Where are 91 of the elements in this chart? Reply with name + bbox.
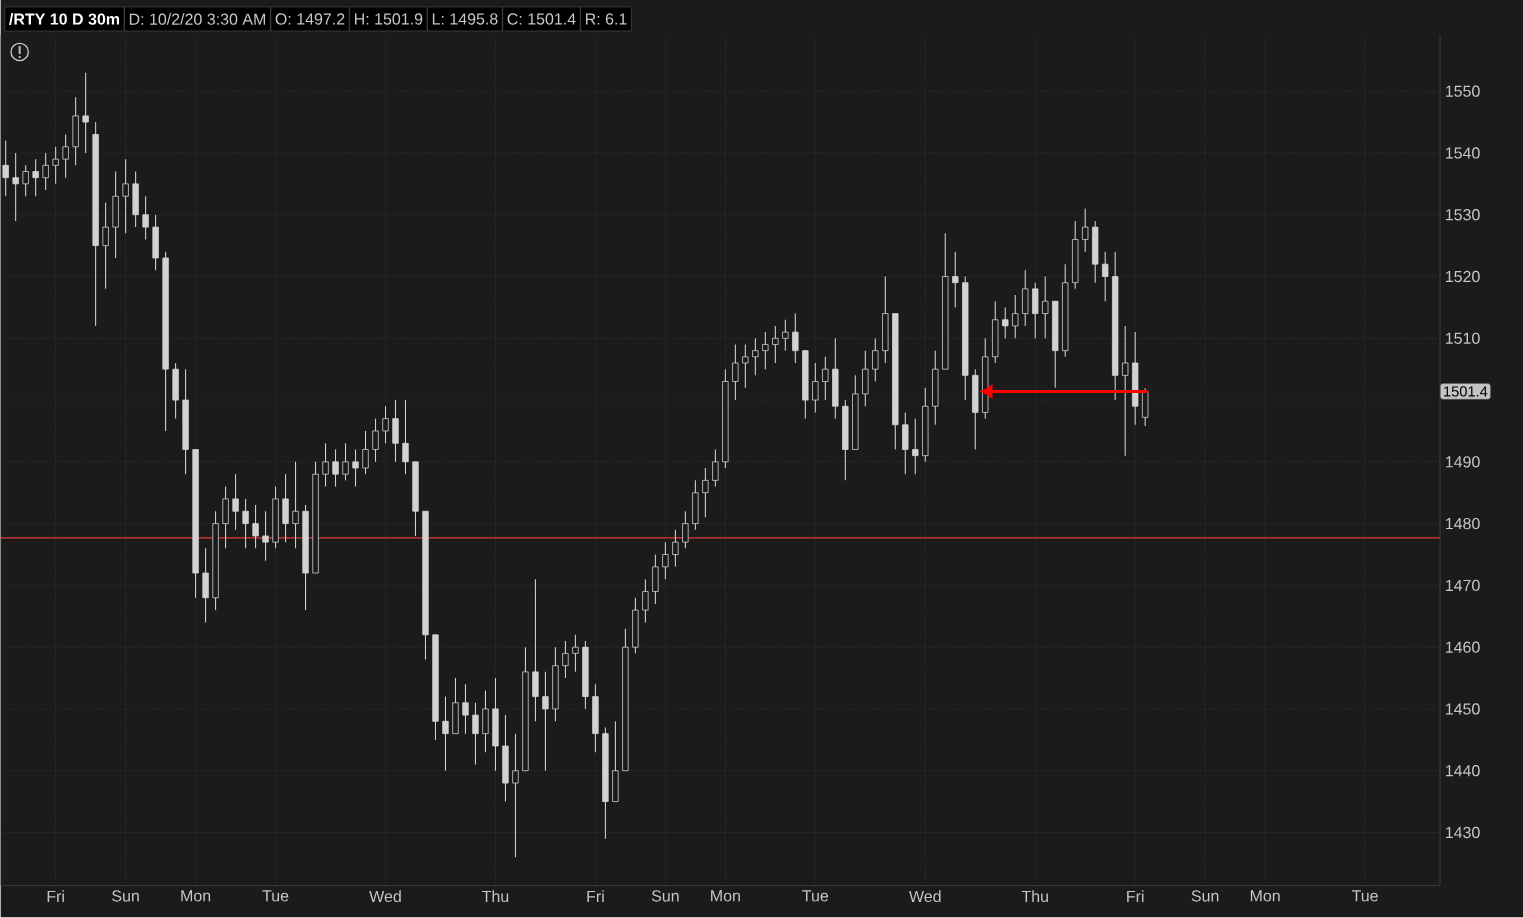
candlestick — [2, 140, 9, 197]
x-tick-label: Tue — [802, 890, 829, 902]
chart-title: /RTY 10 D 30m — [9, 13, 120, 26]
candlestick — [12, 152, 19, 222]
x-tick-label: Tue — [262, 890, 289, 902]
y-tick-label: 1510 — [1445, 332, 1480, 345]
y-tick-label: 1430 — [1445, 827, 1480, 839]
candlestick — [372, 418, 379, 463]
candlestick — [252, 504, 259, 550]
candlestick — [662, 541, 669, 580]
candlestick — [52, 146, 59, 185]
text: O: 1497.2 — [275, 13, 345, 25]
y-tick-label: 1450 — [1445, 703, 1480, 715]
x-tick-label: Fri — [1127, 890, 1144, 903]
candlestick — [472, 702, 479, 766]
candlestick — [752, 337, 759, 377]
candlestick — [262, 510, 269, 562]
y-tick-label: 1480 — [1445, 518, 1480, 530]
x-tick-label: Fri — [587, 890, 604, 903]
candlestick — [232, 473, 239, 531]
candlestick — [242, 498, 249, 550]
candlestick — [342, 442, 349, 482]
candlestick — [762, 331, 769, 370]
candlestick — [142, 195, 149, 241]
candlestick — [772, 325, 779, 364]
candlestick — [292, 461, 299, 550]
y-tick-label: 1460 — [1445, 641, 1480, 654]
candlestick — [1042, 276, 1049, 340]
y-tick-label: 1490 — [1445, 456, 1480, 468]
x-tick-label: Mon — [1250, 890, 1280, 902]
candlestick — [952, 251, 959, 309]
candlestick — [362, 430, 369, 475]
text: 1501.4 — [1444, 386, 1488, 397]
y-tick-label: 1530 — [1445, 209, 1480, 221]
candlestick — [812, 362, 819, 414]
text: D: 10/2/20 3:30 AM — [129, 13, 266, 26]
x-tick-label: Wed — [369, 890, 401, 903]
candlestick — [1002, 307, 1009, 340]
x-tick-label: Sun — [651, 890, 679, 902]
x-tick-label: Sun — [112, 890, 139, 902]
x-tick-label: Thu — [1021, 890, 1048, 903]
candlestick — [382, 405, 389, 445]
candlestick — [872, 337, 879, 383]
candlestick — [102, 202, 109, 290]
x-tick-label: Mon — [181, 890, 211, 902]
candlestick — [542, 671, 549, 772]
candlestick — [462, 683, 469, 735]
y-tick-label: 1520 — [1445, 271, 1480, 283]
x-tick-label: Tue — [1351, 890, 1378, 902]
x-tick-label: Sun — [1191, 890, 1219, 902]
candlestick — [512, 733, 519, 858]
x-tick-label: Mon — [711, 890, 740, 902]
candlestick — [62, 134, 69, 179]
x-tick-label: Thu — [482, 890, 509, 903]
text: C: 1501.4 — [507, 13, 576, 25]
candlestick — [822, 356, 829, 401]
y-tick-label: 1470 — [1445, 579, 1480, 592]
candlestick — [712, 449, 719, 488]
candlestick — [572, 634, 579, 673]
x-tick-label: Wed — [909, 890, 941, 903]
candlestick — [322, 442, 329, 488]
candlestick — [32, 158, 39, 197]
candlestick — [702, 467, 709, 519]
candlestick — [912, 418, 919, 475]
y-tick-label: 1550 — [1445, 85, 1480, 98]
candlestick — [1082, 208, 1089, 253]
text: H: 1501.9 — [354, 13, 423, 25]
candlestick — [682, 510, 689, 550]
candlestick — [442, 696, 449, 772]
text: L: 1495.8 — [432, 13, 498, 25]
candlestick — [742, 344, 749, 389]
candlestick — [782, 319, 789, 352]
text: R: 6.1 — [585, 13, 627, 25]
candlestick — [1121, 325, 1129, 457]
y-tick-label: 1540 — [1445, 147, 1480, 159]
candlestick — [642, 578, 649, 624]
y-tick-label: 1440 — [1445, 765, 1480, 777]
candlestick — [1012, 294, 1019, 340]
candlestick — [402, 399, 409, 475]
candlestick — [332, 449, 339, 488]
candlestick — [562, 640, 569, 679]
candlestick — [1102, 251, 1109, 302]
candlestick — [732, 344, 739, 401]
candlestick — [792, 313, 799, 364]
candlestick — [82, 72, 89, 154]
candlestick — [42, 152, 49, 191]
candlestick — [672, 529, 679, 568]
candlestick — [22, 164, 29, 197]
candlestick — [352, 449, 359, 488]
candlestick — [122, 158, 129, 235]
x-tick-label: Fri — [47, 890, 64, 903]
